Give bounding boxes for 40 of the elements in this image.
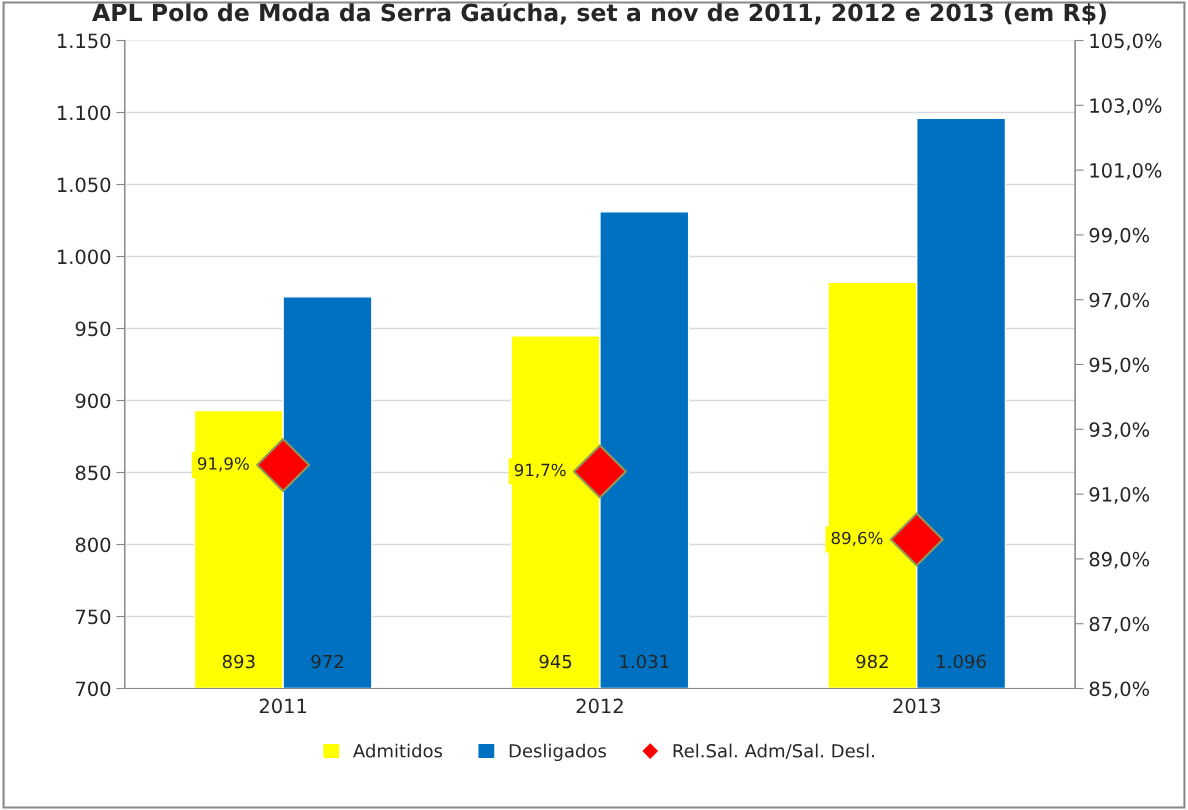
legend-label: Rel.Sal. Adm/Sal. Desl. xyxy=(673,743,874,760)
point xyxy=(572,444,627,499)
point xyxy=(889,512,944,567)
y-tick-label: 900 xyxy=(75,393,111,409)
data-label: 945 xyxy=(539,654,572,669)
y2-tick-label: 95,0% xyxy=(1089,357,1150,375)
y2-tick-label: 87,0% xyxy=(1089,616,1150,634)
y-tick-label: 800 xyxy=(75,537,111,553)
y2-tick-label: 103,0% xyxy=(1090,98,1162,115)
y-tick-label: 700 xyxy=(76,681,111,697)
y-tick-label: 850 xyxy=(75,465,111,481)
y-tick-label: 750 xyxy=(76,609,111,625)
data-label: 91,7% xyxy=(514,463,566,478)
data-label: 1.096 xyxy=(937,654,986,669)
y2-tick-label: 85,0% xyxy=(1089,681,1150,699)
y2-tick-label: 91,0% xyxy=(1089,487,1150,504)
y2-tick-label: 97,0% xyxy=(1089,292,1150,310)
data-label: 893 xyxy=(222,654,255,669)
y2-tick-label: 101,0% xyxy=(1090,163,1162,180)
y-tick-label: 1.000 xyxy=(58,249,111,265)
point xyxy=(256,437,311,492)
data-label: 1.031 xyxy=(620,654,669,669)
y-tick-label: 1.150 xyxy=(58,33,111,49)
y2-tick-label: 93,0% xyxy=(1089,422,1150,439)
y-tick-label: 950 xyxy=(75,321,111,337)
data-label: 972 xyxy=(311,654,343,669)
data-label: 89,6% xyxy=(831,531,883,546)
chart-title: APL Polo de Moda da Serra Gaúcha, set a nov de 2011, 2012 e 2013 (em R$) xyxy=(92,2,1106,25)
x-tick-label: 2011 xyxy=(259,698,307,714)
x-tick-label: 2013 xyxy=(893,698,940,714)
y-tick-label: 1.100 xyxy=(58,105,111,121)
y-tick-label: 1.050 xyxy=(58,177,111,193)
data-label: 982 xyxy=(856,654,888,669)
y2-tick-label: 89,0% xyxy=(1089,551,1150,569)
y2-tick-label: 105,0% xyxy=(1090,33,1162,51)
x-tick-label: 2012 xyxy=(576,698,623,714)
legend-label: Desligados xyxy=(509,743,607,762)
y2-tick-label: 99,0% xyxy=(1089,227,1150,245)
legend-label: Admitidos xyxy=(353,743,443,758)
data-label: 91,9% xyxy=(197,457,249,472)
